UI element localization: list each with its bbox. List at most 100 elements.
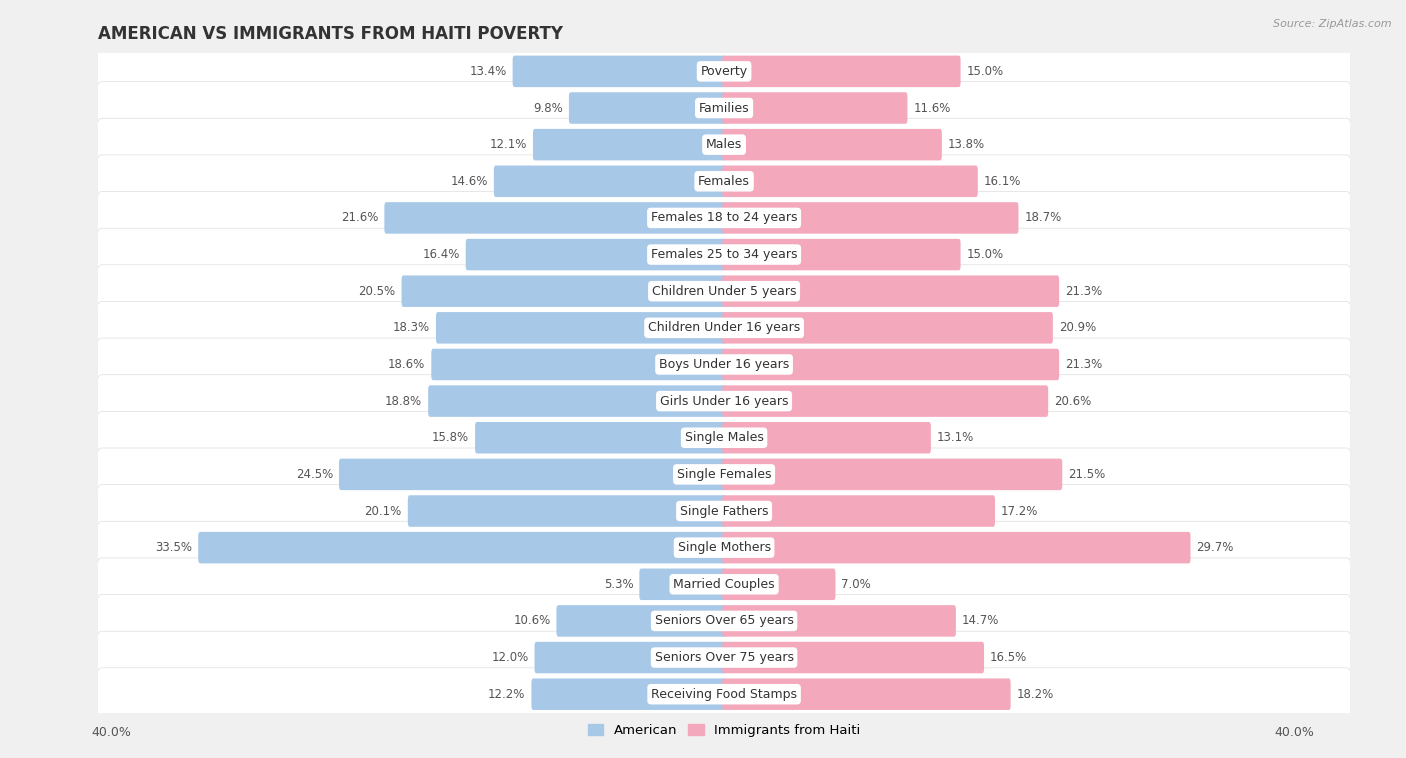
Text: 40.0%: 40.0% <box>91 726 131 739</box>
Text: 40.0%: 40.0% <box>1275 726 1315 739</box>
FancyBboxPatch shape <box>408 495 725 527</box>
FancyBboxPatch shape <box>97 82 1351 134</box>
FancyBboxPatch shape <box>432 349 725 381</box>
FancyBboxPatch shape <box>97 45 1351 98</box>
Text: 20.1%: 20.1% <box>364 505 402 518</box>
FancyBboxPatch shape <box>640 568 725 600</box>
FancyBboxPatch shape <box>723 312 1053 343</box>
Text: AMERICAN VS IMMIGRANTS FROM HAITI POVERTY: AMERICAN VS IMMIGRANTS FROM HAITI POVERT… <box>98 25 564 43</box>
FancyBboxPatch shape <box>723 349 1059 381</box>
Text: 20.5%: 20.5% <box>359 285 395 298</box>
FancyBboxPatch shape <box>97 448 1351 501</box>
Text: 24.5%: 24.5% <box>295 468 333 481</box>
Text: Seniors Over 65 years: Seniors Over 65 years <box>655 615 793 628</box>
Text: Girls Under 16 years: Girls Under 16 years <box>659 395 789 408</box>
FancyBboxPatch shape <box>723 678 1011 710</box>
Text: 21.3%: 21.3% <box>1066 285 1102 298</box>
FancyBboxPatch shape <box>723 202 1018 233</box>
Text: 15.8%: 15.8% <box>432 431 470 444</box>
Text: Source: ZipAtlas.com: Source: ZipAtlas.com <box>1274 19 1392 29</box>
Text: Seniors Over 75 years: Seniors Over 75 years <box>655 651 793 664</box>
Text: 20.6%: 20.6% <box>1054 395 1091 408</box>
FancyBboxPatch shape <box>402 275 725 307</box>
Text: Females: Females <box>699 175 749 188</box>
Text: 12.0%: 12.0% <box>491 651 529 664</box>
FancyBboxPatch shape <box>97 558 1351 611</box>
Legend: American, Immigrants from Haiti: American, Immigrants from Haiti <box>582 719 866 742</box>
Text: 18.7%: 18.7% <box>1025 211 1062 224</box>
FancyBboxPatch shape <box>723 568 835 600</box>
Text: Males: Males <box>706 138 742 151</box>
FancyBboxPatch shape <box>494 165 725 197</box>
FancyBboxPatch shape <box>97 228 1351 281</box>
FancyBboxPatch shape <box>436 312 725 343</box>
FancyBboxPatch shape <box>97 374 1351 428</box>
Text: 17.2%: 17.2% <box>1001 505 1038 518</box>
FancyBboxPatch shape <box>723 55 960 87</box>
FancyBboxPatch shape <box>723 642 984 673</box>
FancyBboxPatch shape <box>97 631 1351 684</box>
Text: 18.3%: 18.3% <box>392 321 430 334</box>
Text: 21.6%: 21.6% <box>342 211 378 224</box>
FancyBboxPatch shape <box>531 678 725 710</box>
Text: 16.4%: 16.4% <box>422 248 460 261</box>
FancyBboxPatch shape <box>533 129 725 161</box>
Text: 16.5%: 16.5% <box>990 651 1028 664</box>
FancyBboxPatch shape <box>534 642 725 673</box>
Text: Married Couples: Married Couples <box>673 578 775 590</box>
FancyBboxPatch shape <box>97 668 1351 721</box>
Text: Single Mothers: Single Mothers <box>678 541 770 554</box>
FancyBboxPatch shape <box>723 92 907 124</box>
Text: 10.6%: 10.6% <box>513 615 551 628</box>
FancyBboxPatch shape <box>97 192 1351 244</box>
Text: 7.0%: 7.0% <box>841 578 872 590</box>
FancyBboxPatch shape <box>513 55 725 87</box>
Text: 5.3%: 5.3% <box>603 578 633 590</box>
Text: 14.6%: 14.6% <box>450 175 488 188</box>
FancyBboxPatch shape <box>723 385 1049 417</box>
FancyBboxPatch shape <box>429 385 725 417</box>
Text: Single Fathers: Single Fathers <box>681 505 768 518</box>
FancyBboxPatch shape <box>465 239 725 271</box>
Text: 11.6%: 11.6% <box>914 102 950 114</box>
FancyBboxPatch shape <box>723 275 1059 307</box>
Text: Receiving Food Stamps: Receiving Food Stamps <box>651 688 797 700</box>
Text: 15.0%: 15.0% <box>966 65 1004 78</box>
Text: 33.5%: 33.5% <box>155 541 193 554</box>
Text: Females 25 to 34 years: Females 25 to 34 years <box>651 248 797 261</box>
FancyBboxPatch shape <box>569 92 725 124</box>
Text: 12.1%: 12.1% <box>489 138 527 151</box>
FancyBboxPatch shape <box>97 594 1351 647</box>
Text: 21.3%: 21.3% <box>1066 358 1102 371</box>
FancyBboxPatch shape <box>97 265 1351 318</box>
FancyBboxPatch shape <box>97 412 1351 464</box>
FancyBboxPatch shape <box>97 118 1351 171</box>
FancyBboxPatch shape <box>723 129 942 161</box>
Text: 13.8%: 13.8% <box>948 138 984 151</box>
Text: Females 18 to 24 years: Females 18 to 24 years <box>651 211 797 224</box>
FancyBboxPatch shape <box>723 459 1063 490</box>
Text: Boys Under 16 years: Boys Under 16 years <box>659 358 789 371</box>
FancyBboxPatch shape <box>723 165 977 197</box>
Text: 18.8%: 18.8% <box>385 395 422 408</box>
FancyBboxPatch shape <box>723 605 956 637</box>
Text: 18.6%: 18.6% <box>388 358 426 371</box>
FancyBboxPatch shape <box>97 302 1351 354</box>
Text: 21.5%: 21.5% <box>1069 468 1105 481</box>
Text: 29.7%: 29.7% <box>1197 541 1234 554</box>
FancyBboxPatch shape <box>475 422 725 453</box>
FancyBboxPatch shape <box>723 532 1191 563</box>
Text: Families: Families <box>699 102 749 114</box>
Text: Single Females: Single Females <box>676 468 772 481</box>
Text: 16.1%: 16.1% <box>984 175 1021 188</box>
Text: 14.7%: 14.7% <box>962 615 1000 628</box>
Text: 13.1%: 13.1% <box>936 431 974 444</box>
Text: 15.0%: 15.0% <box>966 248 1004 261</box>
Text: 13.4%: 13.4% <box>470 65 506 78</box>
FancyBboxPatch shape <box>723 422 931 453</box>
FancyBboxPatch shape <box>557 605 725 637</box>
FancyBboxPatch shape <box>723 239 960 271</box>
FancyBboxPatch shape <box>384 202 725 233</box>
Text: 9.8%: 9.8% <box>533 102 562 114</box>
FancyBboxPatch shape <box>97 338 1351 391</box>
